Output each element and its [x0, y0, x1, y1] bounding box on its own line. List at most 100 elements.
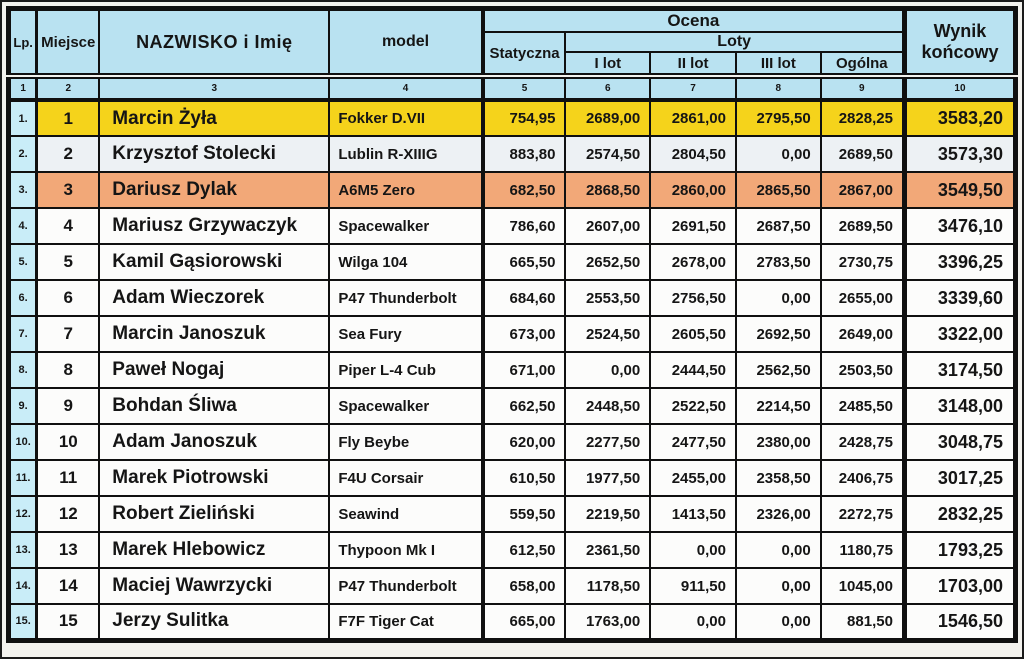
flight-3-score-cell: 2795,50	[734, 99, 822, 137]
model-name-cell: Wilga 104	[328, 243, 484, 281]
competitor-name-cell: Maciej Wawrzycki	[98, 567, 331, 605]
model-name-cell: Thypoon Mk I	[328, 531, 484, 569]
final-result-cell: 1793,25	[901, 531, 1017, 569]
static-score-cell: 662,50	[480, 387, 567, 425]
flight-1-score-cell: 2361,50	[564, 531, 652, 569]
model-name-cell: P47 Thunderbolt	[328, 279, 484, 317]
model-name-cell: Seawind	[328, 495, 484, 533]
place-cell: 15	[35, 603, 101, 641]
row-index-cell: 14.	[7, 567, 39, 605]
competitor-name-cell: Krzysztof Stolecki	[98, 135, 331, 173]
row-index-cell: 15.	[7, 603, 39, 641]
flight-2-score-cell: 2444,50	[649, 351, 737, 389]
flight-2-score-cell: 2455,00	[649, 459, 737, 497]
model-name-cell: A6M5 Zero	[328, 171, 484, 209]
flight-1-score-cell: 2868,50	[564, 171, 652, 209]
static-score-cell: 665,50	[480, 243, 567, 281]
row-index-cell: 11.	[7, 459, 39, 497]
table-row: 1. 1 Marcin Żyła Fokker D.VII 754,95 2689,00 2…	[7, 99, 1017, 137]
row-index-cell: 1.	[7, 99, 39, 137]
table-row: 9. 9 Bohdan Śliwa Spacewalker 662,50 2448,50 2…	[7, 387, 1017, 425]
flight-3-score-cell: 0,00	[734, 279, 822, 317]
flight-1-score-cell: 2689,00	[564, 99, 652, 137]
flight-2-score-cell: 2678,00	[649, 243, 737, 281]
place-cell: 2	[35, 135, 101, 173]
row-index-cell: 12.	[7, 495, 39, 533]
header-lot-3: III lot	[734, 51, 822, 77]
flight-2-score-cell: 2861,00	[649, 99, 737, 137]
flight-1-score-cell: 2652,50	[564, 243, 652, 281]
place-cell: 10	[35, 423, 101, 461]
table-row: 3. 3 Dariusz Dylak A6M5 Zero 682,50 2868,50 28…	[7, 171, 1017, 209]
flight-3-score-cell: 0,00	[734, 567, 822, 605]
flight-2-score-cell: 2522,50	[649, 387, 737, 425]
table-row: 8. 8 Paweł Nogaj Piper L-4 Cub 671,00 0,00 244…	[7, 351, 1017, 389]
flights-overall-score-cell: 2428,75	[819, 423, 906, 461]
flight-2-score-cell: 2804,50	[649, 135, 737, 173]
table-row: 4. 4 Mariusz Grzywaczyk Spacewalker 786,60 26…	[7, 207, 1017, 245]
header-ocena: Ocena	[480, 7, 906, 33]
flight-3-score-cell: 2687,50	[734, 207, 822, 245]
flights-overall-score-cell: 2867,00	[819, 171, 906, 209]
header-miejsce: Miejsce	[35, 7, 101, 77]
flight-2-score-cell: 2477,50	[649, 423, 737, 461]
flight-3-score-cell: 2562,50	[734, 351, 822, 389]
static-score-cell: 684,60	[480, 279, 567, 317]
flight-3-score-cell: 0,00	[734, 603, 822, 641]
column-number: 6	[564, 73, 652, 102]
static-score-cell: 665,00	[480, 603, 567, 641]
place-cell: 9	[35, 387, 101, 425]
column-number: 9	[819, 73, 906, 102]
flights-overall-score-cell: 2406,75	[819, 459, 906, 497]
final-result-cell: 1703,00	[901, 567, 1017, 605]
final-result-cell: 1546,50	[901, 603, 1017, 641]
header-name: NAZWISKO i Imię	[98, 7, 331, 77]
flight-1-score-cell: 2553,50	[564, 279, 652, 317]
place-cell: 5	[35, 243, 101, 281]
flight-3-score-cell: 2380,00	[734, 423, 822, 461]
model-name-cell: Spacewalker	[328, 207, 484, 245]
final-result-cell: 2832,25	[901, 495, 1017, 533]
column-number: 4	[328, 73, 484, 102]
model-name-cell: F4U Corsair	[328, 459, 484, 497]
flight-2-score-cell: 911,50	[649, 567, 737, 605]
final-result-cell: 3476,10	[901, 207, 1017, 245]
table-row: 2. 2 Krzysztof Stolecki Lublin R-XIIIG 883,8…	[7, 135, 1017, 173]
static-score-cell: 883,80	[480, 135, 567, 173]
flight-3-score-cell: 2783,50	[734, 243, 822, 281]
flights-overall-score-cell: 2689,50	[819, 135, 906, 173]
column-number: 5	[480, 73, 567, 102]
row-index-cell: 13.	[7, 531, 39, 569]
flights-overall-score-cell: 2485,50	[819, 387, 906, 425]
flight-3-score-cell: 0,00	[734, 135, 822, 173]
model-name-cell: Fly Beybe	[328, 423, 484, 461]
row-index-cell: 4.	[7, 207, 39, 245]
flights-overall-score-cell: 2655,00	[819, 279, 906, 317]
flight-2-score-cell: 1413,50	[649, 495, 737, 533]
static-score-cell: 682,50	[480, 171, 567, 209]
competitor-name-cell: Robert Zieliński	[98, 495, 331, 533]
flights-overall-score-cell: 2503,50	[819, 351, 906, 389]
table-row: 13. 13 Marek Hlebowicz Thypoon Mk I 612,50 23…	[7, 531, 1017, 569]
competitor-name-cell: Paweł Nogaj	[98, 351, 331, 389]
column-number: 1	[7, 73, 39, 102]
table-row: 7. 7 Marcin Janoszuk Sea Fury 673,00 2524,50 2…	[7, 315, 1017, 353]
competitor-name-cell: Marcin Żyła	[98, 99, 331, 137]
flight-3-score-cell: 2865,50	[734, 171, 822, 209]
table-row: 10. 10 Adam Janoszuk Fly Beybe 620,00 2277,50…	[7, 423, 1017, 461]
place-cell: 6	[35, 279, 101, 317]
table-row: 15. 15 Jerzy Sulitka F7F Tiger Cat 665,00 176…	[7, 603, 1017, 641]
static-score-cell: 673,00	[480, 315, 567, 353]
static-score-cell: 612,50	[480, 531, 567, 569]
competitor-name-cell: Marek Piotrowski	[98, 459, 331, 497]
header-loty: Loty	[564, 31, 906, 53]
column-number: 8	[734, 73, 822, 102]
flight-3-score-cell: 0,00	[734, 531, 822, 569]
row-index-cell: 8.	[7, 351, 39, 389]
final-result-cell: 3322,00	[901, 315, 1017, 353]
final-result-cell: 3148,00	[901, 387, 1017, 425]
column-number: 10	[901, 73, 1017, 102]
model-name-cell: Lublin R-XIIIG	[328, 135, 484, 173]
header-lp: Lp.	[7, 7, 39, 77]
flight-2-score-cell: 2860,00	[649, 171, 737, 209]
